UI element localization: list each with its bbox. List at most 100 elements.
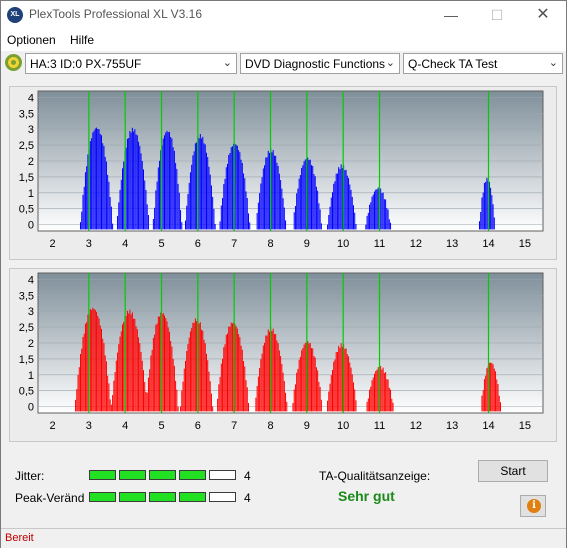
menu-optionen[interactable]: Optionen <box>7 33 56 47</box>
data-bar <box>120 179 122 230</box>
data-bar <box>87 154 89 230</box>
data-bar <box>93 130 95 230</box>
y-tick-label: 3,5 <box>19 290 34 302</box>
data-bar <box>194 318 196 412</box>
data-bar <box>236 328 238 412</box>
data-bar <box>377 187 379 230</box>
data-bar <box>376 189 378 230</box>
data-bar <box>272 328 274 412</box>
test-select[interactable]: Q-Check TA Test ⌄ <box>403 53 563 74</box>
data-bar <box>481 197 483 230</box>
data-bar <box>209 174 211 230</box>
data-bar <box>157 316 159 412</box>
data-bar <box>345 348 347 412</box>
data-bar <box>483 379 485 412</box>
data-bar <box>83 186 85 230</box>
chart-panel-top: 0 0,5 1 1,5 2 2,5 3 3,5 4 2 3 4 5 6 7 8 9 10 11 12 13 14 15 <box>9 86 557 260</box>
title-bar: XL PlexTools Professional XL V3.16 — ☐ ✕ <box>1 1 566 29</box>
data-bar <box>333 183 335 230</box>
data-bar <box>336 352 338 412</box>
drive-select-value: HA:3 ID:0 PX-755UF <box>30 57 142 71</box>
data-bar <box>112 223 114 230</box>
peak-meter <box>89 492 237 502</box>
data-bar <box>81 348 83 412</box>
menu-hilfe[interactable]: Hilfe <box>70 33 95 47</box>
data-bar <box>118 344 120 412</box>
data-bar <box>283 380 285 412</box>
data-bar <box>265 157 267 230</box>
data-bar <box>482 390 484 412</box>
data-bar <box>207 157 209 230</box>
drive-select[interactable]: HA:3 ID:0 PX-755UF ⌄ <box>25 53 237 74</box>
data-bar <box>105 361 107 412</box>
data-bar <box>154 207 156 230</box>
data-bar <box>366 401 368 412</box>
data-bar <box>382 192 384 230</box>
x-tick-label: 3 <box>86 420 92 432</box>
data-bar <box>234 143 236 230</box>
data-bar <box>208 166 210 230</box>
data-bar <box>231 323 233 412</box>
data-bar <box>79 222 81 230</box>
data-bar <box>189 331 191 412</box>
data-bar <box>314 176 316 230</box>
data-bar <box>264 342 266 412</box>
data-bar <box>281 363 283 412</box>
data-bar <box>172 147 174 230</box>
data-bar <box>255 397 257 412</box>
test-select-value: Q-Check TA Test <box>408 57 498 71</box>
maximize-button[interactable]: ☐ <box>490 7 504 23</box>
data-bar <box>244 366 246 412</box>
data-bar <box>175 162 177 230</box>
function-select[interactable]: DVD Diagnostic Functions ⌄ <box>240 53 400 74</box>
data-bar <box>225 334 227 412</box>
data-bar <box>214 223 216 230</box>
data-bar <box>83 333 85 412</box>
data-bar <box>367 212 369 230</box>
chevron-down-icon: ⌄ <box>222 57 232 69</box>
data-bar <box>388 219 390 230</box>
data-bar <box>491 362 493 412</box>
data-bar <box>107 375 109 412</box>
ta-quality-value: Sehr gut <box>338 488 395 504</box>
data-bar <box>120 331 122 412</box>
data-bar <box>125 315 127 412</box>
data-bar <box>382 367 384 412</box>
data-bar <box>346 354 348 412</box>
data-bar <box>104 355 106 412</box>
data-bar <box>181 222 183 230</box>
data-bar <box>196 321 198 412</box>
data-bar <box>334 181 336 230</box>
data-bar <box>307 157 309 230</box>
y-tick-label: 0,5 <box>19 386 34 398</box>
x-tick-label: 4 <box>122 420 128 432</box>
data-bar <box>138 141 140 230</box>
data-bar <box>304 159 306 230</box>
data-bar <box>91 309 93 412</box>
data-bar <box>86 166 88 230</box>
data-bar <box>308 160 310 230</box>
data-bar <box>219 376 221 412</box>
start-button[interactable]: Start <box>478 460 548 482</box>
data-bar <box>265 335 267 412</box>
minimize-button[interactable]: — <box>444 7 458 23</box>
data-bar <box>89 309 91 412</box>
data-bar <box>496 379 498 412</box>
data-bar <box>381 369 383 412</box>
data-bar <box>226 163 228 230</box>
data-bar <box>135 134 137 230</box>
data-bar <box>336 173 338 230</box>
data-bar <box>286 401 288 412</box>
data-bar <box>371 196 373 230</box>
info-button[interactable]: i <box>520 495 546 517</box>
data-bar <box>193 322 195 412</box>
data-bar <box>187 194 189 230</box>
data-bar <box>89 141 91 230</box>
data-bar <box>193 151 195 230</box>
data-bar <box>155 190 157 230</box>
y-tick-label: 0 <box>28 220 34 232</box>
data-bar <box>329 383 331 412</box>
data-bar <box>144 381 146 412</box>
close-button[interactable]: ✕ <box>536 6 550 23</box>
